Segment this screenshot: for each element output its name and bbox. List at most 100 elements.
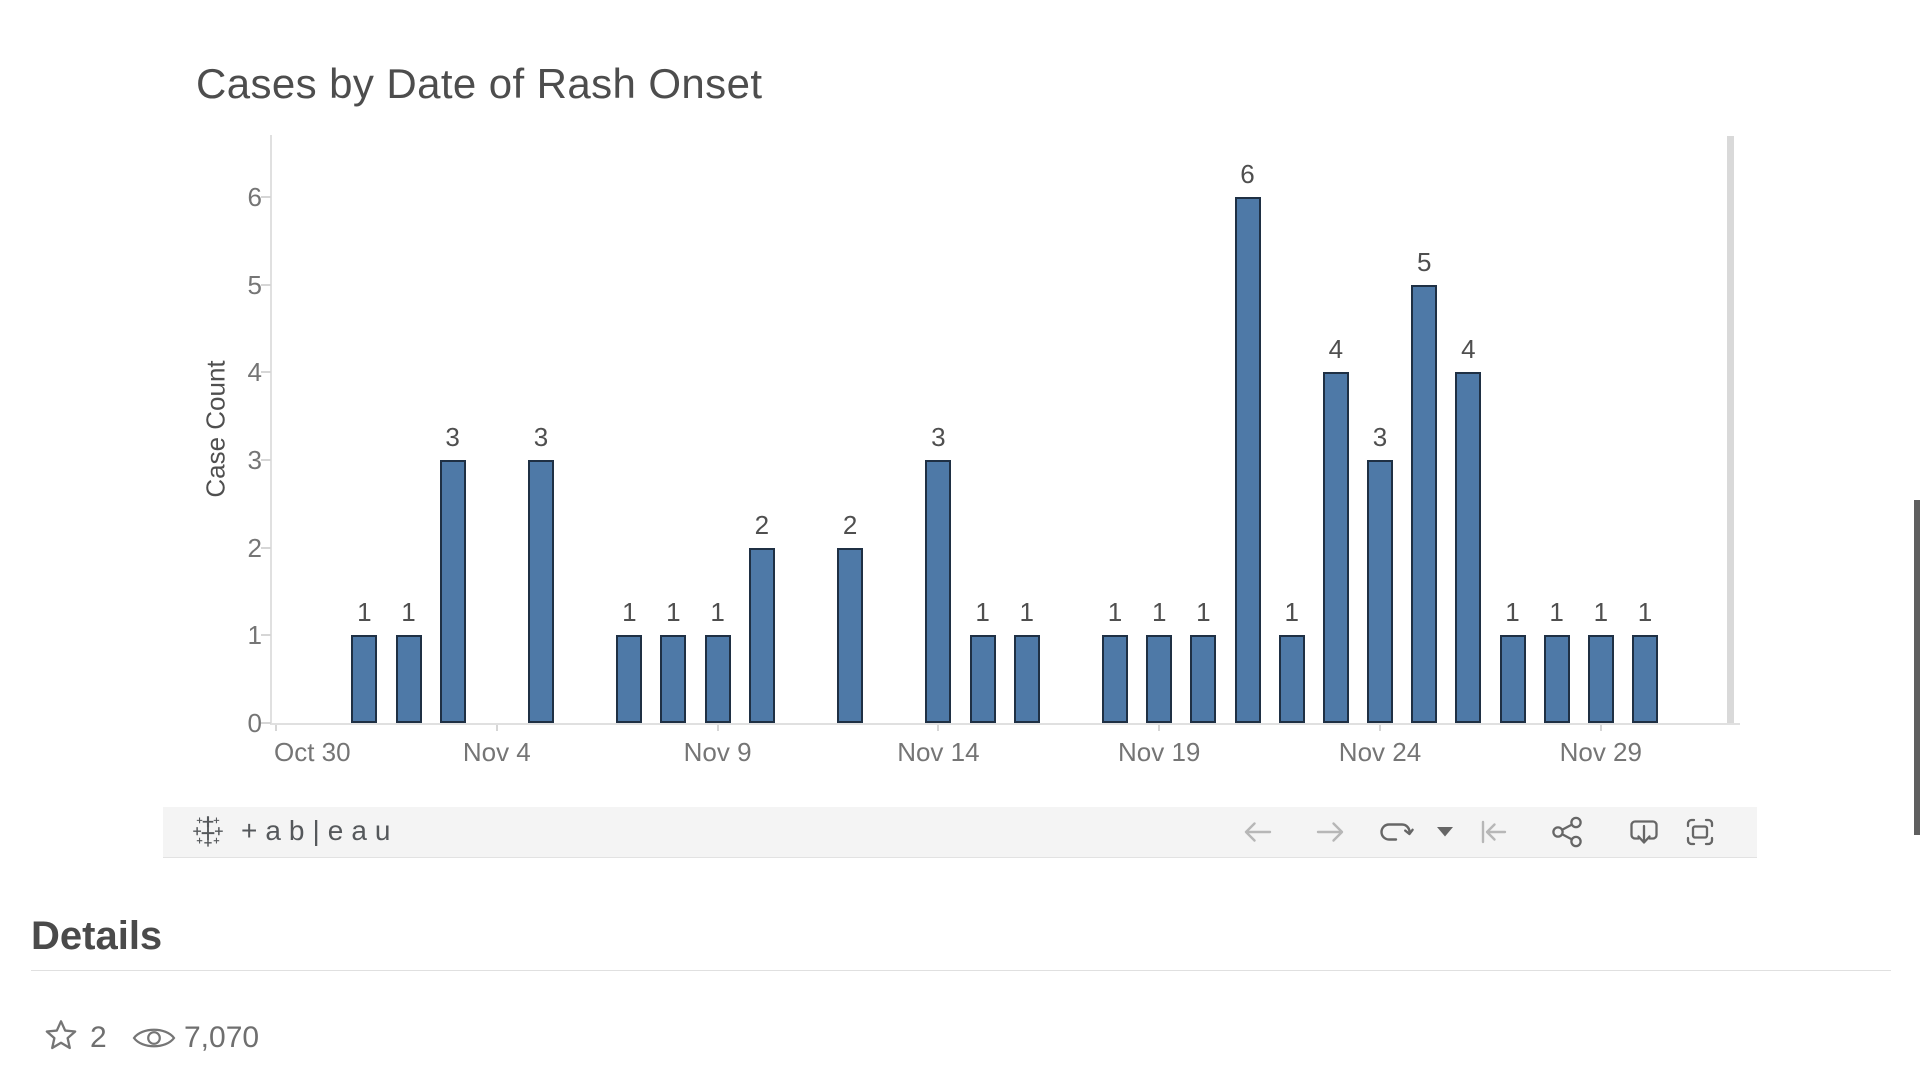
bar-nov-25[interactable] (1411, 284, 1438, 723)
x-tick-mark (716, 725, 719, 731)
bar-value-label: 1 (401, 597, 416, 628)
caret-down-icon[interactable] (1433, 810, 1457, 854)
chart-scrollbar[interactable] (1727, 136, 1734, 723)
x-tick-mark (1599, 725, 1602, 731)
redo-icon[interactable] (1309, 810, 1353, 854)
bar-value-label: 1 (1593, 597, 1609, 628)
bar-value-label: 1 (622, 597, 637, 628)
x-tick-label: Nov 4 (462, 737, 531, 767)
y-tick-label: 4 (247, 357, 262, 388)
bar-value-label: 1 (357, 597, 372, 628)
revert-icon[interactable] (1471, 810, 1515, 854)
tableau-toolbar: +ab|eau (163, 807, 1757, 858)
bar-nov-30[interactable] (1632, 635, 1658, 723)
bar-nov-10[interactable] (748, 547, 775, 723)
bar-nov-3[interactable] (439, 459, 466, 723)
page-scrollbar-thumb[interactable] (1914, 500, 1920, 835)
bar-value-label: 1 (1019, 597, 1034, 628)
x-tick-label: Nov 9 (683, 737, 752, 767)
bar-nov-9[interactable] (704, 635, 731, 723)
x-tick-label: Nov 29 (1559, 737, 1642, 767)
x-axis-line (270, 723, 1740, 725)
bar-nov-26[interactable] (1455, 372, 1482, 723)
bar-nov-8[interactable] (660, 635, 687, 723)
tableau-logo[interactable]: +ab|eau (189, 807, 399, 857)
y-tick-mark (261, 371, 271, 374)
y-tick-label: 3 (247, 444, 262, 475)
bar-value-label: 1 (1107, 597, 1123, 628)
bar-nov-19[interactable] (1146, 635, 1173, 723)
bar-value-label: 3 (1372, 421, 1388, 452)
y-tick-label: 1 (247, 620, 262, 651)
y-tick-label: 5 (247, 269, 262, 300)
bar-nov-24[interactable] (1367, 459, 1393, 723)
bar-value-label: 3 (445, 421, 460, 452)
bar-nov-28[interactable] (1543, 635, 1570, 723)
bar-value-label: 1 (1151, 597, 1167, 628)
bar-value-label: 2 (842, 509, 858, 540)
bar-value-label: 3 (533, 421, 549, 452)
bar-nov-1[interactable] (351, 635, 378, 723)
bar-value-label: 1 (1637, 597, 1653, 628)
y-axis-line (270, 135, 272, 725)
views-eye-icon (132, 1025, 176, 1056)
views-count: 7,070 (184, 1021, 260, 1054)
details-divider (31, 970, 1891, 971)
y-tick-label: 0 (247, 708, 262, 738)
favorites-count: 2 (90, 1021, 107, 1054)
bar-nov-23[interactable] (1322, 372, 1349, 723)
y-tick-mark (261, 546, 271, 549)
bar-value-label: 1 (1505, 597, 1520, 628)
bar-nov-22[interactable] (1278, 635, 1305, 723)
share-icon[interactable] (1545, 810, 1589, 854)
bar-nov-16[interactable] (1013, 635, 1040, 723)
x-tick-mark (1158, 725, 1161, 731)
x-tick-label: Nov 24 (1338, 737, 1422, 767)
x-tick-label: Oct 30 (274, 737, 351, 767)
y-tick-label: 2 (247, 532, 262, 563)
bar-value-label: 3 (931, 421, 946, 452)
y-tick-mark (261, 458, 271, 461)
tableau-viz: Cases by Date of Rash Onset 0 1 2 3 4 5 6 Oct 3… (163, 60, 1757, 858)
bar-value-label: 1 (1284, 597, 1299, 628)
bar-nov-20[interactable] (1190, 635, 1217, 723)
bar-value-label: 5 (1416, 246, 1432, 277)
bar-value-label: 1 (1549, 597, 1564, 628)
favorite-star-icon[interactable] (42, 1017, 80, 1059)
bar-value-label: 1 (975, 597, 990, 628)
bar-value-label: 4 (1461, 334, 1476, 365)
bar-nov-5[interactable] (528, 459, 554, 723)
bar-nov-18[interactable] (1102, 635, 1128, 723)
x-tick-label: Nov 19 (1117, 737, 1201, 767)
y-tick-mark (261, 722, 271, 724)
bar-nov-14[interactable] (925, 459, 952, 723)
bar-value-label: 4 (1328, 334, 1344, 365)
fullscreen-icon[interactable] (1678, 810, 1722, 854)
bar-nov-2[interactable] (395, 635, 422, 723)
bar-value-label: 1 (1196, 597, 1211, 628)
bar-value-label: 1 (710, 597, 725, 628)
bar-nov-29[interactable] (1587, 635, 1614, 723)
y-tick-mark (261, 195, 271, 198)
x-tick-mark (1379, 725, 1381, 731)
undo-icon[interactable] (1235, 810, 1279, 854)
x-tick-mark (275, 725, 277, 731)
replay-icon[interactable] (1374, 810, 1418, 854)
chart-title: Cases by Date of Rash Onset (196, 60, 763, 107)
y-tick-mark (261, 634, 271, 637)
bar-nov-27[interactable] (1499, 635, 1526, 723)
x-tick-mark (495, 725, 498, 731)
bar-nov-15[interactable] (969, 635, 996, 723)
y-tick-label: 6 (247, 181, 262, 212)
y-axis-title: Case Count (200, 360, 231, 498)
details-heading: Details (31, 914, 163, 958)
bar-value-label: 6 (1240, 158, 1255, 189)
bar-nov-12[interactable] (837, 547, 864, 723)
tableau-mark-icon (189, 811, 227, 854)
bar-nov-21[interactable] (1234, 196, 1261, 723)
bar-nov-7[interactable] (616, 635, 643, 723)
x-tick-mark (937, 725, 940, 731)
x-tick-label: Nov 14 (897, 737, 980, 767)
download-icon[interactable] (1622, 810, 1666, 854)
tableau-wordmark: +ab|eau (241, 815, 399, 846)
